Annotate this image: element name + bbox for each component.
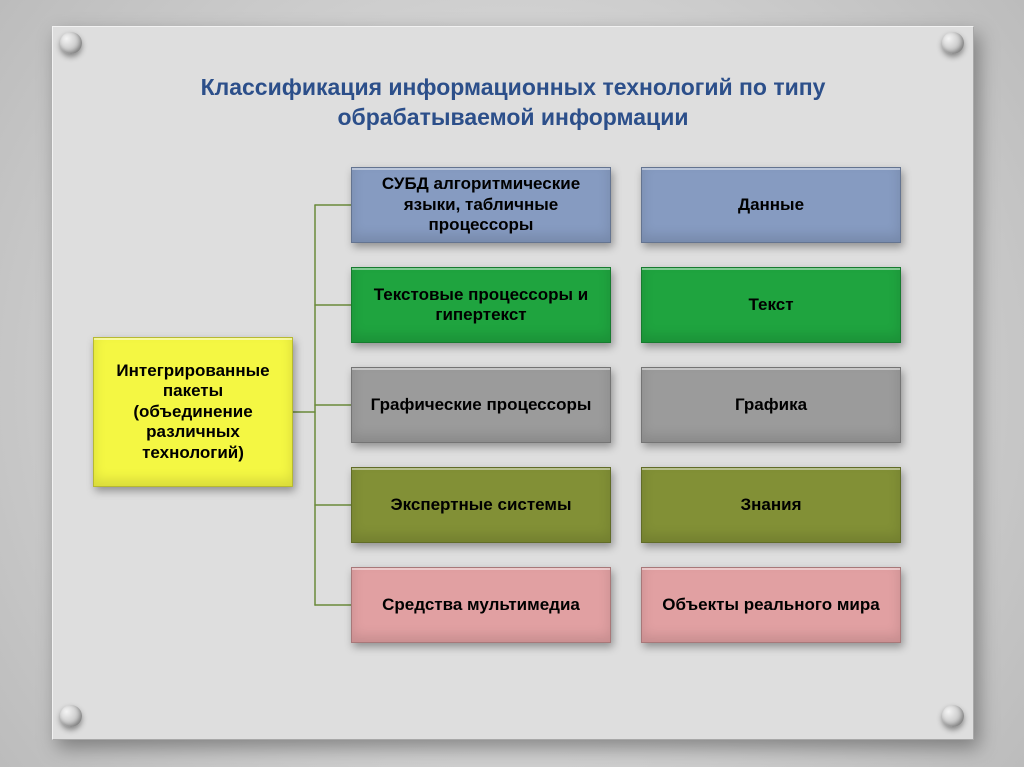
classification-diagram: Интегрированные пакеты (объединение разл… (93, 167, 933, 707)
pin-icon (942, 32, 964, 54)
pin-icon (60, 32, 82, 54)
data-type-node: Графика (641, 367, 901, 443)
slide-board: Классификация информационных технологий … (52, 26, 974, 740)
tech-node: Средства мультимедиа (351, 567, 611, 643)
pin-icon (942, 705, 964, 727)
root-node: Интегрированные пакеты (объединение разл… (93, 337, 293, 487)
page: Классификация информационных технологий … (0, 0, 1024, 767)
tech-node: Текстовые процессоры и гипертекст (351, 267, 611, 343)
data-type-node: Объекты реального мира (641, 567, 901, 643)
title-line-1: Классификация информационных технологий … (201, 74, 826, 100)
data-type-node: Знания (641, 467, 901, 543)
title-line-2: обрабатываемой информации (338, 104, 689, 130)
slide-title: Классификация информационных технологий … (53, 27, 973, 133)
tech-node: Графические процессоры (351, 367, 611, 443)
data-type-node: Текст (641, 267, 901, 343)
tech-node: Экспертные системы (351, 467, 611, 543)
data-type-node: Данные (641, 167, 901, 243)
tech-node: СУБД алгоритмические языки, табличные пр… (351, 167, 611, 243)
pin-icon (60, 705, 82, 727)
